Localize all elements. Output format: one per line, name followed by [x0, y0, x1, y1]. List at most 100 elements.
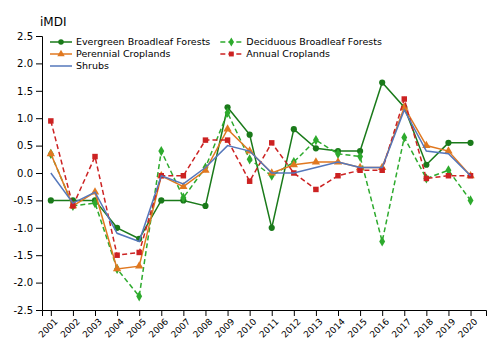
chart: -2.5-2.0-1.5-1.0-0.50.00.51.01.52.02.520…: [0, 0, 500, 354]
tick-mark: [36, 91, 42, 92]
point: [423, 162, 429, 168]
series-line: [51, 83, 471, 239]
tick-label: 2020: [456, 316, 479, 339]
point: [48, 197, 54, 203]
point: [247, 178, 252, 183]
point: [136, 291, 142, 301]
point: [291, 126, 297, 132]
tick-mark: [36, 146, 42, 147]
tick: 0.0: [17, 168, 42, 179]
point: [48, 118, 53, 123]
tick-mark: [117, 310, 118, 316]
tick: 2005: [125, 310, 148, 340]
tick-mark: [95, 310, 96, 316]
tick-label: 2012: [279, 316, 302, 339]
tick: 2013: [302, 310, 325, 340]
point: [424, 176, 429, 181]
legend: Evergreen Broadleaf Forests Deciduous Bro…: [50, 36, 382, 71]
tick-label: -1.5: [13, 250, 33, 261]
point: [92, 154, 97, 159]
tick-mark: [36, 118, 42, 119]
point: [357, 168, 362, 173]
point: [467, 140, 473, 146]
tick-label: 2001: [36, 316, 59, 339]
tick: 2003: [81, 310, 104, 340]
tick-mark: [139, 310, 140, 316]
tick-label: 2006: [147, 316, 170, 339]
tick-label: -2.0: [13, 277, 33, 288]
legend-item: Deciduous Broadleaf Forests: [220, 36, 382, 47]
tick: 2018: [412, 310, 435, 340]
point: [247, 154, 253, 164]
tick: 0.5: [17, 140, 42, 151]
series-line: [51, 113, 471, 297]
point: [379, 79, 385, 85]
tick-mark: [36, 200, 42, 201]
point: [113, 264, 121, 271]
tick-mark: [51, 310, 52, 316]
point: [445, 140, 451, 146]
tick-mark: [382, 310, 383, 316]
point: [135, 261, 143, 268]
tick-label: 2013: [302, 316, 325, 339]
tick: 2006: [147, 310, 170, 340]
series-line: [51, 107, 471, 269]
point: [203, 137, 208, 142]
tick: 1.5: [17, 86, 42, 97]
point: [225, 108, 231, 118]
tick: 2015: [346, 310, 369, 340]
tick: 2008: [191, 310, 214, 340]
tick-mark: [205, 310, 206, 316]
point: [225, 137, 230, 142]
y-axis-label: iMDI: [40, 15, 66, 29]
tick: 2016: [368, 310, 391, 340]
point: [290, 160, 298, 167]
tick: 2001: [36, 310, 59, 340]
tick-label: -1.0: [13, 223, 33, 234]
legend-label: Evergreen Broadleaf Forests: [76, 36, 210, 47]
point: [223, 124, 231, 131]
tick-mark: [294, 310, 295, 316]
tick-mark: [36, 255, 42, 256]
tick-label: 0.0: [17, 168, 33, 179]
point: [423, 173, 429, 183]
point: [313, 135, 319, 145]
axis-line: [36, 37, 43, 311]
tick: 2020: [456, 310, 479, 340]
tick-label: 2014: [324, 316, 347, 339]
tick: -1.5: [13, 250, 42, 261]
tick-mark: [36, 63, 42, 64]
x-axis: 2001200220032004200520062007200820092010…: [36, 310, 486, 340]
point: [114, 252, 119, 257]
point: [180, 193, 186, 203]
legend-label: Deciduous Broadleaf Forests: [246, 36, 382, 47]
point: [47, 149, 55, 156]
point: [158, 146, 164, 156]
tick-mark: [228, 310, 229, 316]
tick-mark: [73, 310, 74, 316]
point: [269, 225, 275, 231]
series-line: [51, 99, 471, 255]
tick-mark: [36, 173, 42, 174]
tick-label: 2008: [191, 316, 214, 339]
legend-item: Annual Croplands: [220, 48, 330, 59]
point: [269, 140, 274, 145]
tick: -2.0: [13, 277, 42, 288]
tick-mark: [272, 310, 273, 316]
plot-area: [47, 79, 475, 301]
tick: 2.0: [17, 58, 42, 69]
tick-mark: [360, 310, 361, 316]
legend-item: Evergreen Broadleaf Forests: [50, 36, 210, 47]
tick-label: 2.5: [17, 31, 33, 42]
point: [357, 151, 363, 161]
point: [446, 173, 451, 178]
tick-mark: [161, 310, 162, 316]
tick: 2.5: [17, 31, 42, 42]
legend-label: Shrubs: [76, 60, 109, 71]
tick: 1.0: [17, 113, 42, 124]
legend-label: Perennial Croplands: [76, 48, 171, 59]
y-axis: -2.5-2.0-1.5-1.0-0.50.00.51.01.52.02.5: [13, 31, 42, 316]
axis-line: [43, 311, 487, 317]
tick-mark: [426, 310, 427, 316]
legend-swatch: [50, 65, 72, 67]
